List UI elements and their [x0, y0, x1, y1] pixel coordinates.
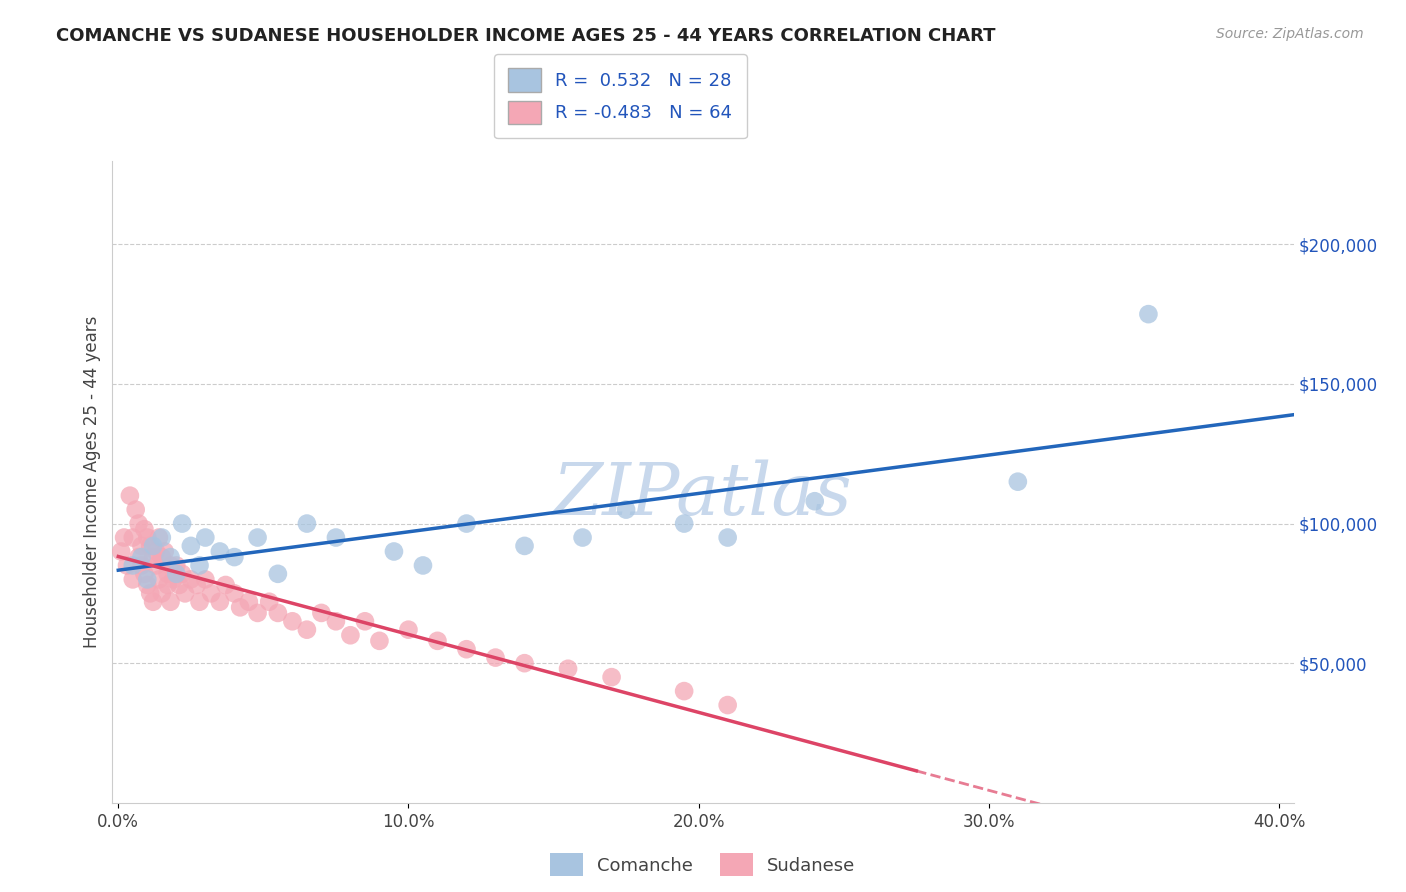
Point: [398, 623, 420, 637]
Point: [188, 595, 211, 609]
Point: [136, 573, 159, 587]
Point: [125, 502, 148, 516]
Point: [121, 558, 143, 573]
Point: [673, 516, 696, 531]
Point: [614, 502, 637, 516]
Point: [112, 531, 135, 545]
Point: [136, 531, 159, 545]
Text: Source: ZipAtlas.com: Source: ZipAtlas.com: [1216, 27, 1364, 41]
Point: [159, 595, 181, 609]
Point: [162, 573, 184, 587]
Point: [426, 633, 449, 648]
Point: [148, 531, 170, 545]
Point: [159, 558, 181, 573]
Point: [281, 615, 304, 629]
Point: [224, 550, 246, 565]
Point: [1007, 475, 1029, 489]
Point: [153, 544, 176, 558]
Point: [214, 578, 236, 592]
Point: [131, 539, 153, 553]
Point: [354, 615, 377, 629]
Point: [139, 539, 162, 553]
Point: [159, 550, 181, 565]
Point: [238, 595, 260, 609]
Point: [673, 684, 696, 698]
Point: [180, 539, 202, 553]
Point: [131, 550, 153, 565]
Point: [267, 566, 290, 581]
Point: [246, 531, 269, 545]
Point: [150, 586, 173, 600]
Point: [513, 539, 536, 553]
Point: [325, 531, 347, 545]
Point: [167, 578, 190, 592]
Point: [128, 550, 150, 565]
Point: [121, 573, 143, 587]
Point: [571, 531, 593, 545]
Point: [208, 544, 231, 558]
Point: [156, 578, 179, 592]
Point: [600, 670, 623, 684]
Point: [382, 544, 405, 558]
Point: [172, 516, 194, 531]
Point: [717, 698, 740, 712]
Point: [128, 516, 150, 531]
Point: [118, 489, 141, 503]
Point: [136, 578, 159, 592]
Point: [174, 586, 197, 600]
Point: [484, 650, 506, 665]
Point: [134, 566, 156, 581]
Point: [267, 606, 290, 620]
Point: [131, 558, 153, 573]
Point: [295, 623, 318, 637]
Point: [229, 600, 252, 615]
Text: COMANCHE VS SUDANESE HOUSEHOLDER INCOME AGES 25 - 44 YEARS CORRELATION CHART: COMANCHE VS SUDANESE HOUSEHOLDER INCOME …: [56, 27, 995, 45]
Point: [200, 586, 222, 600]
Point: [246, 606, 269, 620]
Legend: Comanche, Sudanese: Comanche, Sudanese: [543, 846, 863, 884]
Point: [165, 558, 187, 573]
Point: [717, 531, 740, 545]
Point: [325, 615, 347, 629]
Point: [142, 595, 165, 609]
Point: [145, 558, 167, 573]
Point: [148, 573, 170, 587]
Point: [156, 566, 179, 581]
Point: [110, 544, 132, 558]
Point: [311, 606, 333, 620]
Point: [134, 522, 156, 536]
Point: [456, 516, 478, 531]
Point: [257, 595, 280, 609]
Point: [186, 578, 208, 592]
Text: ZIPatlas: ZIPatlas: [553, 459, 853, 530]
Point: [339, 628, 361, 642]
Point: [513, 656, 536, 670]
Point: [295, 516, 318, 531]
Point: [412, 558, 434, 573]
Point: [150, 531, 173, 545]
Point: [224, 586, 246, 600]
Point: [803, 494, 825, 508]
Point: [145, 544, 167, 558]
Point: [121, 531, 143, 545]
Point: [1137, 307, 1160, 321]
Point: [165, 566, 187, 581]
Point: [456, 642, 478, 657]
Point: [368, 633, 391, 648]
Point: [142, 539, 165, 553]
Point: [115, 558, 138, 573]
Point: [557, 662, 579, 676]
Point: [208, 595, 231, 609]
Point: [194, 531, 217, 545]
Y-axis label: Householder Income Ages 25 - 44 years: Householder Income Ages 25 - 44 years: [83, 316, 101, 648]
Point: [180, 573, 202, 587]
Point: [194, 573, 217, 587]
Point: [150, 550, 173, 565]
Point: [142, 550, 165, 565]
Point: [172, 566, 194, 581]
Point: [188, 558, 211, 573]
Point: [139, 586, 162, 600]
